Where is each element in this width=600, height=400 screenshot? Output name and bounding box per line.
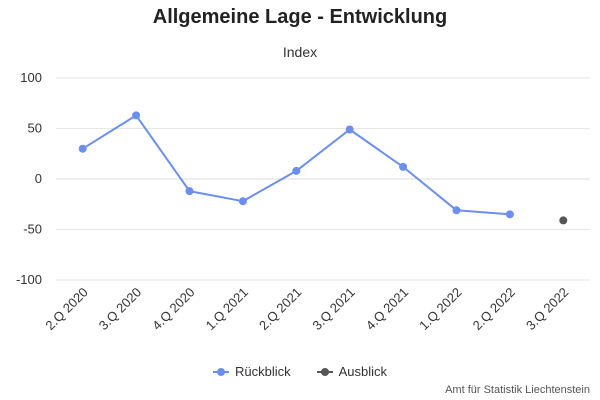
data-point — [132, 111, 141, 120]
data-point — [78, 144, 87, 153]
y-tick-label: -50 — [23, 222, 42, 237]
y-tick-label: 0 — [35, 171, 42, 186]
y-tick-label: 50 — [28, 121, 42, 136]
legend-swatch-rueckblick — [212, 367, 229, 377]
x-tick-label: 1.Q 2021 — [203, 285, 251, 333]
credits: Amt für Statistik Liechtenstein — [445, 384, 590, 396]
data-point — [399, 162, 408, 171]
x-tick-label: 1.Q 2022 — [416, 285, 464, 333]
x-tick-label: 3.Q 2022 — [523, 285, 571, 333]
x-tick-label: 2.Q 2022 — [470, 285, 518, 333]
legend-label-ausblick: Ausblick — [338, 364, 388, 379]
data-point — [345, 125, 354, 134]
chart-subtitle: Index — [282, 44, 318, 60]
y-tick-label: 100 — [20, 70, 42, 85]
legend-label-rueckblick: Rückblick — [234, 364, 291, 379]
legend-swatch-ausblick — [316, 367, 333, 377]
data-point — [238, 197, 247, 206]
data-point — [559, 216, 568, 225]
legend-item-ausblick[interactable]: Ausblick — [316, 364, 388, 379]
legend-item-rueckblick[interactable]: Rückblick — [212, 364, 291, 379]
data-point — [505, 210, 514, 219]
x-tick-label: 3.Q 2021 — [309, 285, 357, 333]
x-tick-label: 4.Q 2021 — [363, 285, 411, 333]
y-tick-label: -100 — [16, 272, 42, 287]
x-tick-label: 3.Q 2020 — [96, 285, 144, 333]
x-tick-label: 4.Q 2020 — [149, 285, 197, 333]
legend: Rückblick Ausblick — [0, 364, 600, 379]
chart-title: Allgemeine Lage - Entwicklung — [152, 6, 448, 28]
data-point — [452, 206, 461, 215]
data-point — [185, 187, 194, 196]
data-point — [292, 166, 301, 175]
x-tick-label: 2.Q 2020 — [42, 285, 90, 333]
x-tick-label: 2.Q 2021 — [256, 285, 304, 333]
series-line-0 — [81, 114, 511, 216]
